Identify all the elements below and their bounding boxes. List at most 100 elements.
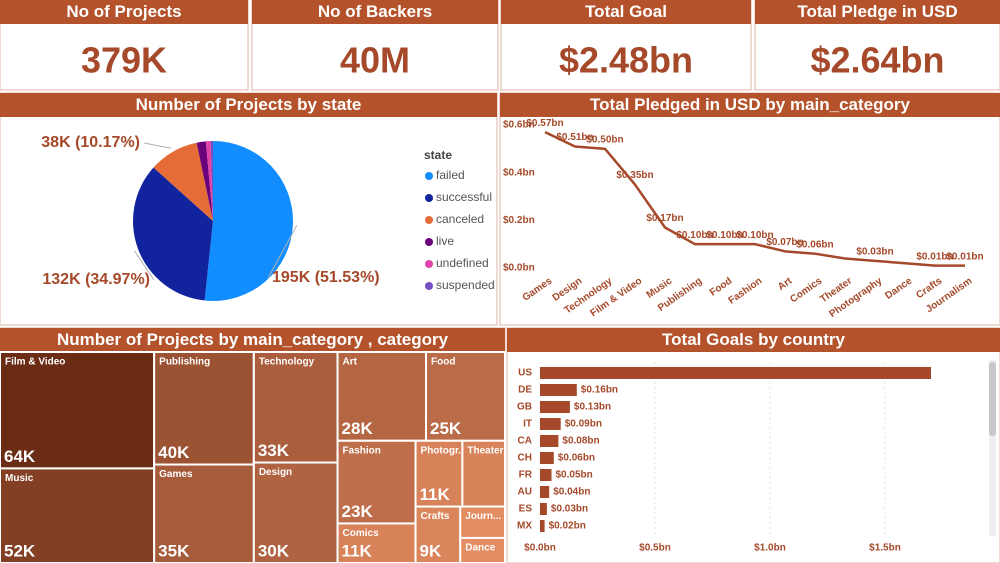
panel-title: Total Pledge in USD [797,2,957,21]
panel-header [500,93,1000,117]
kpi-value: 40M [340,40,410,81]
kpi-card [251,0,499,91]
kpi-card [754,0,1000,91]
data-label: $0.10bn [736,230,773,241]
data-label: $0.57bn [526,118,563,129]
kpi-value: $2.64bn [810,40,944,81]
panel-title: No of Projects [66,2,181,21]
bar [540,367,931,379]
tile-name: Comics [343,528,380,539]
y-tick-label: DE [518,385,532,396]
bar [540,469,552,481]
y-tick-label: FR [519,470,533,481]
panel-header [0,0,248,24]
tile-value: 11K [420,485,451,504]
bar [540,384,577,396]
data-label: $0.02bn [549,521,586,532]
y-tick-label: CA [518,436,532,447]
kpi-card [0,0,249,91]
y-tick-label: $0.0bn [503,263,535,274]
tile-name: Journ... [465,511,501,522]
treemap-tile [0,467,156,563]
y-tick-label: AU [518,487,532,498]
tile-name: Art [343,357,358,368]
tile-name: Film & Video [5,357,65,368]
bar [540,520,545,532]
data-label: $0.50bn [586,134,623,145]
data-label: $0.04bn [553,487,590,498]
y-tick-label: $0.2bn [503,215,535,226]
legend-label: successful [436,190,492,204]
legend-swatch [425,282,433,290]
data-label: $0.03bn [551,504,588,515]
bar [540,503,547,515]
y-tick-label: $0.6bn [503,120,535,131]
scrollbar-thumb[interactable] [989,362,996,436]
data-label: $0.09bn [565,419,602,430]
y-tick-label: CH [518,453,532,464]
tile-name: Photogr... [421,445,467,456]
data-label: $0.51bn [556,132,593,143]
panel-header [252,0,498,24]
legend-swatch [425,194,433,202]
kpi-value: 379K [81,40,167,81]
pie-slice [210,141,213,221]
tile-value: 64K [4,447,36,466]
treemap-tile [459,536,506,563]
tile-value: 33K [258,441,290,460]
x-tick-label: $0.0bn [524,543,556,554]
legend-swatch [425,172,433,180]
tile-name: Fashion [343,445,381,456]
panel-title: Total Goals by country [662,330,845,349]
leader-line [134,250,155,281]
data-label: 132K (34.97%) [42,271,150,288]
data-label: $0.06bn [558,453,595,464]
line-series [544,131,965,267]
tile-name: Theater [467,445,503,456]
tile-name: Games [159,469,193,480]
tile-value: 35K [158,541,190,560]
scrollbar-track[interactable] [989,360,996,536]
tile-name: Design [259,467,292,478]
data-label: $0.06bn [796,239,833,250]
bar [540,435,559,447]
kpi-card [500,0,752,91]
panel-title: Total Pledged in USD by main_category [590,95,910,114]
legend-label: suspended [436,278,495,292]
x-tick-label: $0.5bn [639,543,671,554]
legend-title: state [424,148,452,162]
bar [540,486,550,498]
data-label: $0.01bn [946,251,983,262]
leader-line [267,225,298,279]
y-tick-label: US [518,368,532,379]
legend-label: undefined [436,256,489,270]
data-label: 38K (10.17%) [41,134,140,151]
tile-value: 23K [342,502,374,521]
x-tick-label: $1.5bn [869,543,901,554]
y-tick-label: GB [517,402,532,413]
panel-header [501,0,751,24]
tile-value: 25K [430,419,462,438]
data-label: $0.07bn [766,237,803,248]
x-tick-label: $1.0bn [754,543,786,554]
data-label: $0.16bn [581,385,618,396]
bar [540,401,570,413]
y-tick-label: IT [523,419,532,430]
pie-slice [204,141,294,301]
treemap-tile [336,351,428,442]
tile-value: 9K [420,541,442,560]
data-label: $0.10bn [706,230,743,241]
tile-value: 52K [4,541,36,560]
panel-header [507,328,1000,352]
data-label: $0.17bn [646,213,683,224]
data-label: $0.03bn [856,246,893,257]
kpi-value: $2.48bn [559,40,693,81]
tile-value: 30K [258,541,290,560]
panel-title: No of Backers [318,2,432,21]
bar [540,452,554,464]
data-label: $0.01bn [916,251,953,262]
tile-value: 28K [342,419,374,438]
leader-line [143,142,172,149]
tile-value: 40K [158,443,190,462]
tile-name: Dance [465,543,495,554]
